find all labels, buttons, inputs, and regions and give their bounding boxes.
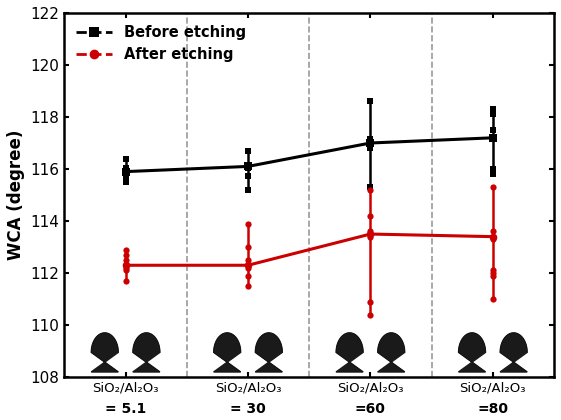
Y-axis label: WCA (degree): WCA (degree) [7,130,25,260]
Text: SiO₂/Al₂O₃: SiO₂/Al₂O₃ [337,381,404,394]
Text: = 30: = 30 [230,402,266,416]
Polygon shape [500,333,527,372]
Legend: Before etching, After etching: Before etching, After etching [70,19,252,68]
Text: = 5.1: = 5.1 [105,402,146,416]
Polygon shape [91,333,118,372]
Text: SiO₂/Al₂O₃: SiO₂/Al₂O₃ [215,381,281,394]
Text: SiO₂/Al₂O₃: SiO₂/Al₂O₃ [93,381,159,394]
Polygon shape [336,333,363,372]
Polygon shape [133,333,160,372]
Polygon shape [214,333,241,372]
Text: SiO₂/Al₂O₃: SiO₂/Al₂O₃ [459,381,526,394]
Polygon shape [255,333,282,372]
Text: =60: =60 [355,402,386,416]
Polygon shape [458,333,485,372]
Polygon shape [378,333,404,372]
Text: =80: =80 [477,402,508,416]
